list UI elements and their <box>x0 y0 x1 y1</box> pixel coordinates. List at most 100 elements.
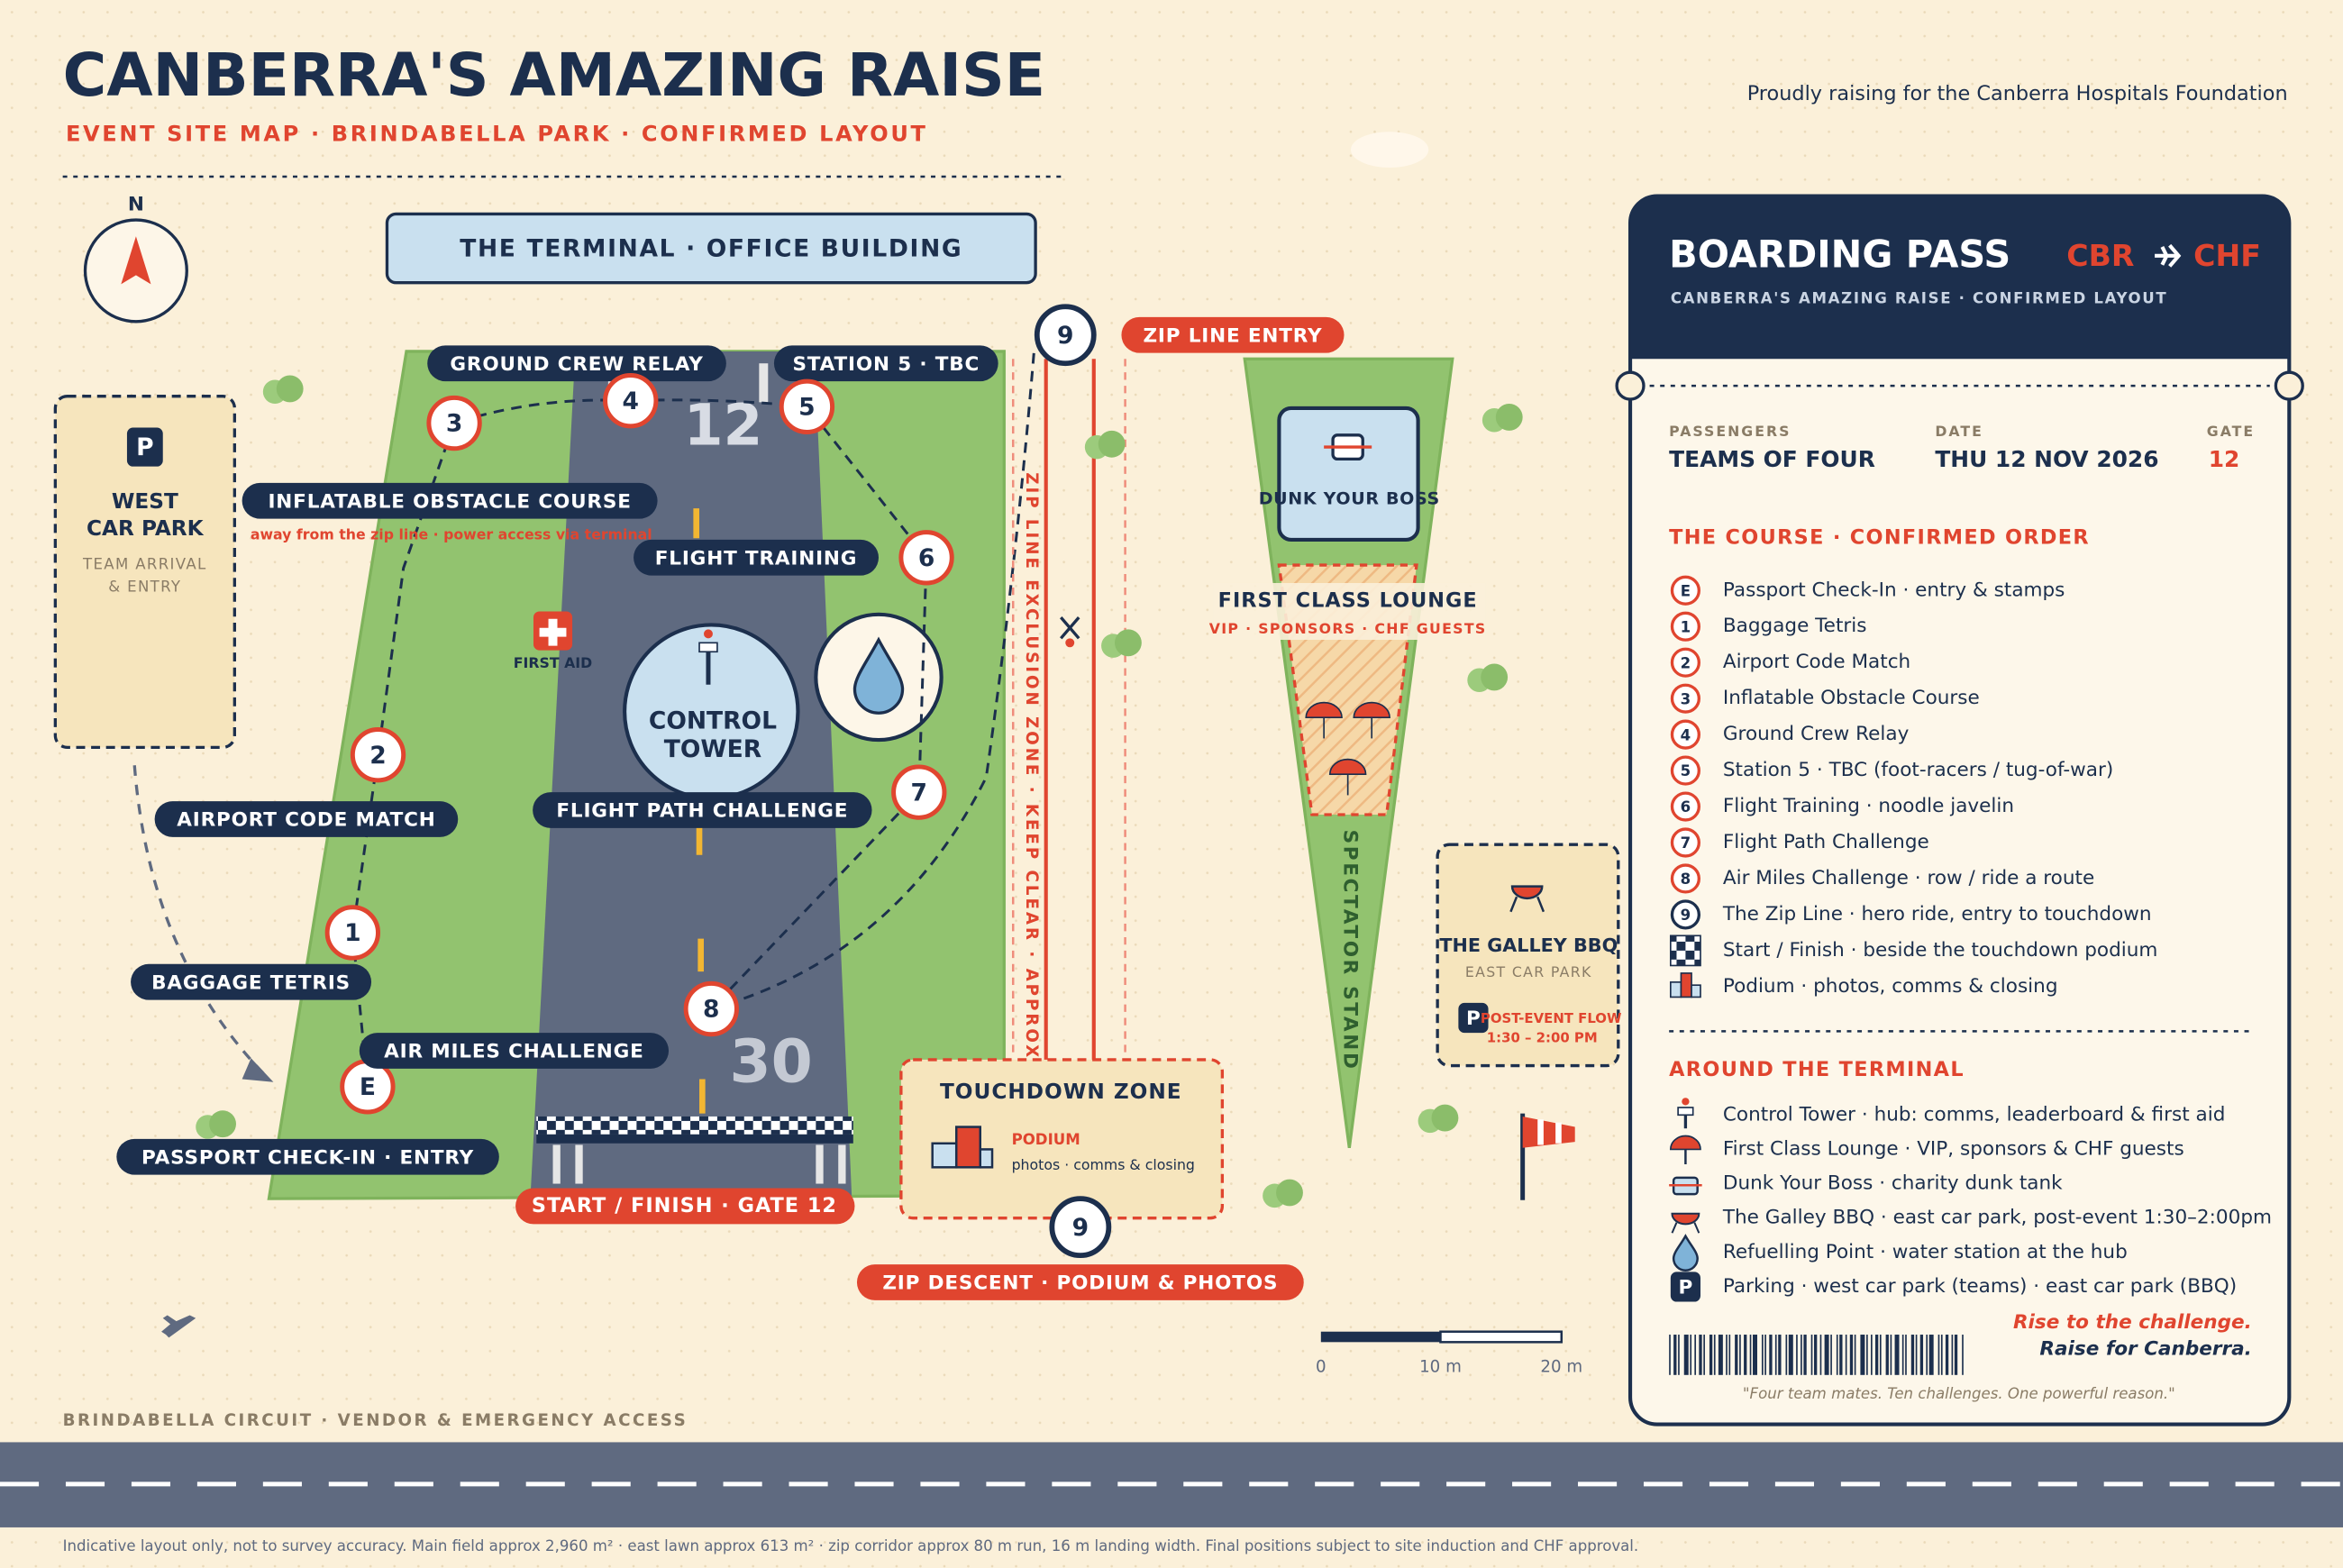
course-item: Podium · photos, comms & closing <box>1723 975 2058 998</box>
podium-icon <box>1669 981 1682 998</box>
barcode-bar <box>1901 1335 1904 1375</box>
station-label-pill <box>533 792 872 828</box>
barcode <box>1669 1335 1964 1375</box>
entry-path <box>132 765 268 1078</box>
drop-icon <box>1672 1234 1699 1272</box>
station-label: AIR MILES CHALLENGE <box>384 1041 644 1063</box>
list-marker-number: 9 <box>1681 907 1691 924</box>
footnote: Indicative layout only, not to survey ac… <box>63 1537 1639 1554</box>
lounge-title: FIRST CLASS LOUNGE <box>1218 588 1478 612</box>
barcode-bar <box>1699 1335 1702 1375</box>
first-aid-cross <box>539 618 567 646</box>
parking-letter: P <box>1679 1277 1693 1299</box>
tower-icon <box>1677 1107 1694 1117</box>
barcode-bar <box>1915 1335 1918 1375</box>
west-car-park <box>53 395 236 750</box>
barcode-bar <box>1890 1335 1892 1375</box>
barcode-bar <box>1839 1335 1843 1375</box>
barcode-bar <box>1830 1335 1832 1375</box>
terminal-item: First Class Lounge · VIP, sponsors & CHF… <box>1723 1137 2184 1160</box>
barcode-bar <box>1928 1335 1934 1375</box>
compass-needle <box>121 236 151 285</box>
barcode-bar <box>1718 1335 1723 1375</box>
list-marker-number: 2 <box>1681 654 1691 671</box>
spectator-label: SPECTATOR STAND <box>1338 830 1361 1071</box>
course-item: Airport Code Match <box>1723 651 1910 673</box>
plane-icon <box>161 1315 196 1338</box>
terminal-item: Dunk Your Boss · charity dunk tank <box>1723 1172 2063 1195</box>
start-finish-pill <box>515 1188 855 1225</box>
notch <box>2274 370 2304 401</box>
barcode-bar <box>1678 1335 1680 1375</box>
terminal-item: Control Tower · hub: comms, leaderboard … <box>1723 1103 2226 1126</box>
car-park-note: TEAM ARRIVAL <box>82 556 207 573</box>
barcode-bar <box>1801 1335 1802 1375</box>
galley-title: THE GALLEY BBQ <box>1439 934 1618 956</box>
umbrella-icon <box>1669 1135 1701 1151</box>
slogan: Rise to the challenge. <box>2013 1311 2252 1334</box>
tree <box>1098 430 1126 458</box>
tree <box>276 375 304 403</box>
parking-letter: P <box>136 433 153 461</box>
boarding-pass-header <box>1630 196 2290 360</box>
station-number: 6 <box>918 544 934 572</box>
field-value: 12 <box>2209 446 2240 472</box>
tree <box>1431 1104 1459 1132</box>
barcode-bar <box>1774 1335 1777 1375</box>
podium-icon <box>1691 984 1701 998</box>
umbrellas <box>1305 701 1390 796</box>
barcode-bar <box>1954 1335 1958 1375</box>
entry-arrow <box>242 1058 274 1082</box>
barcode-bar <box>1683 1335 1689 1375</box>
barcode-bar <box>1854 1335 1856 1375</box>
pass-subtitle: CANBERRA'S AMAZING RAISE · CONFIRMED LAY… <box>1671 289 2168 306</box>
terminal-item: Refuelling Point · water station at the … <box>1723 1241 2128 1263</box>
list-marker <box>1670 863 1700 894</box>
course-item: Flight Training · noodle javelin <box>1723 795 2014 817</box>
finish-line <box>536 1116 853 1135</box>
scale-bar <box>1439 1330 1564 1344</box>
station-number: 3 <box>446 410 462 438</box>
station-label-pill <box>116 1138 499 1175</box>
barcode-bar <box>1937 1335 1940 1375</box>
podium-icon <box>1680 972 1692 998</box>
zip-label-pill <box>1121 316 1345 353</box>
dunk-icon <box>1324 433 1372 461</box>
course-path <box>351 351 1035 1087</box>
barcode-bar <box>1962 1335 1964 1375</box>
barcode-bar <box>1849 1335 1854 1375</box>
podium-label: PODIUM <box>1012 1131 1080 1148</box>
barcode-bar <box>1810 1335 1813 1375</box>
station-number: 2 <box>369 742 386 770</box>
barcode-bar <box>1788 1335 1793 1375</box>
station-label-pill <box>427 345 726 382</box>
galley-sub: EAST CAR PARK <box>1465 963 1592 980</box>
bbq-icon <box>1671 1222 1700 1234</box>
list-marker-number: 6 <box>1681 798 1691 816</box>
terminal-building <box>385 212 1037 285</box>
car-park-note: & ENTRY <box>108 578 181 595</box>
barcode-bar <box>1885 1335 1889 1375</box>
station-label: INFLATABLE OBSTACLE COURSE <box>268 490 631 513</box>
zip-label-pill <box>856 1264 1304 1300</box>
barcode-bar <box>1905 1335 1907 1375</box>
tree <box>209 1110 236 1138</box>
barcode-bar <box>1764 1335 1766 1375</box>
barcode-bar <box>1769 1335 1773 1375</box>
station-number: 4 <box>623 387 639 415</box>
tower-label: CONTROL <box>649 707 777 735</box>
barcode-bar <box>1703 1335 1705 1375</box>
dunk-label: DUNK YOUR BOSS <box>1259 489 1440 509</box>
station-label-pill <box>634 539 879 576</box>
pass-quote: "Four team mates. Ten challenges. One po… <box>1743 1385 2175 1402</box>
zip-rider <box>1060 616 1080 640</box>
station-label: ZIP LINE ENTRY <box>1143 324 1322 347</box>
tree <box>1481 663 1509 691</box>
parking-icon <box>126 427 163 467</box>
tree <box>1276 1179 1303 1207</box>
finish-gantry <box>536 1134 853 1144</box>
list-marker-number: E <box>1681 582 1691 599</box>
station-marker <box>891 764 947 820</box>
bbq-icon <box>1671 1212 1700 1226</box>
station-marker <box>603 373 659 429</box>
